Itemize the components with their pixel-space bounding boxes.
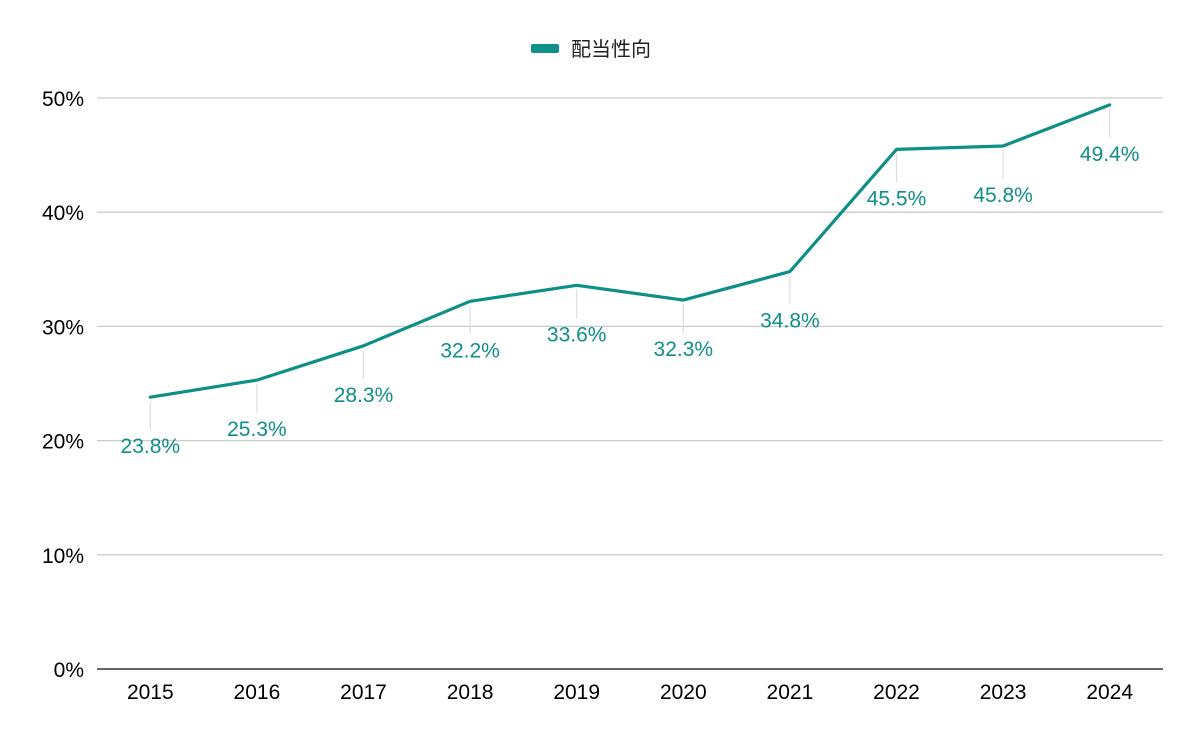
- legend-swatch: [531, 44, 559, 53]
- data-label: 33.6%: [547, 323, 607, 346]
- x-tick-label: 2018: [447, 681, 494, 704]
- series-line-dividend-payout: [148, 103, 1112, 399]
- y-tick-label: 30%: [42, 316, 84, 339]
- y-tick-label: 10%: [42, 545, 84, 568]
- legend-label: 配当性向: [571, 37, 651, 61]
- data-label: 32.2%: [440, 339, 500, 362]
- data-label: 25.3%: [227, 418, 287, 441]
- x-tick-label: 2023: [980, 681, 1027, 704]
- x-tick-label: 2015: [127, 681, 174, 704]
- data-label: 23.8%: [121, 435, 181, 458]
- y-tick-label: 0%: [54, 659, 84, 682]
- legend: 配当性向: [531, 37, 651, 61]
- x-tick-label: 2024: [1086, 681, 1133, 704]
- y-tick-label: 20%: [42, 431, 84, 454]
- x-tick-label: 2020: [660, 681, 707, 704]
- x-tick-label: 2019: [553, 681, 600, 704]
- x-tick-label: 2021: [767, 681, 814, 704]
- data-labels: 23.8% 25.3% 28.3% 32.2% 33.6% 32.3% 34.8% 45.5%…: [121, 143, 1140, 458]
- y-tick-label: 50%: [42, 88, 84, 111]
- data-label: 34.8%: [760, 310, 820, 333]
- data-label: 49.4%: [1080, 143, 1140, 166]
- x-axis-tick-labels: 2015 2016 2017 2018 2019 2020 2021 2022 2023 2024: [127, 681, 1133, 704]
- y-tick-label: 40%: [42, 202, 84, 225]
- y-gridlines: [97, 97, 1163, 556]
- x-tick-label: 2017: [340, 681, 387, 704]
- data-label: 32.3%: [654, 338, 714, 361]
- x-tick-label: 2016: [234, 681, 281, 704]
- x-tick-label: 2022: [873, 681, 920, 704]
- data-label: 45.5%: [867, 187, 927, 210]
- data-label: 28.3%: [334, 384, 394, 407]
- data-label: 45.8%: [973, 184, 1033, 207]
- y-axis-tick-labels: 0% 10% 20% 30% 40% 50%: [42, 88, 84, 682]
- data-label-leader-lines: [149, 108, 1111, 431]
